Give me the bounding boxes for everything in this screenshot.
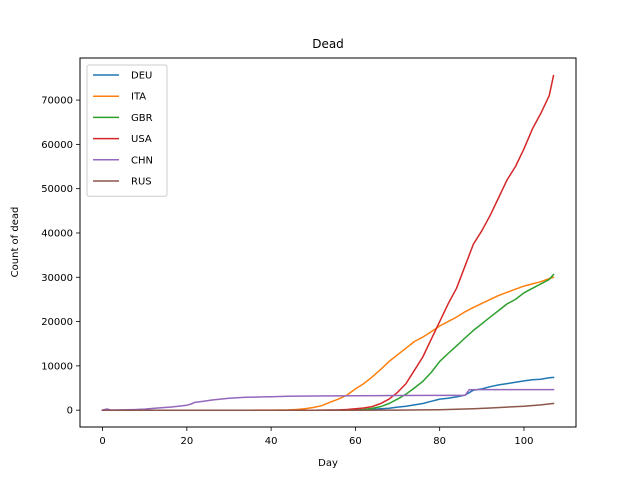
plot-frame [79,57,577,428]
y-tick-label: 20000 [41,317,73,328]
x-tick-label: 60 [349,436,362,447]
series-line-usa [101,74,555,411]
legend-box [86,64,168,197]
x-axis: 0 20 40 60 80 100 [99,427,534,447]
x-tick-label: 80 [433,436,446,447]
legend: DEU ITA GBR USA CHN RUS [86,64,168,197]
x-tick-label: 0 [99,436,105,447]
x-tick-label: 40 [265,436,278,447]
legend-label-deu: DEU [131,71,152,82]
y-tick-label: 10000 [41,361,73,372]
series-line-gbr [101,273,555,411]
y-tick-label: 30000 [41,273,73,284]
plot-series [101,74,555,412]
series-line-rus [101,402,555,411]
y-axis: 0 10000 20000 30000 40000 50000 60000 70000 [41,96,80,417]
legend-label-usa: USA [131,134,152,145]
series-line-chn [101,388,555,412]
y-tick-label: 60000 [41,140,73,151]
legend-label-ita: ITA [131,92,146,103]
y-axis-title: Count of dead [10,207,21,278]
series-line-ita [101,276,555,411]
y-tick-label: 0 [67,406,73,417]
legend-label-chn: CHN [131,155,153,166]
series-line-deu [101,376,555,411]
y-tick-label: 50000 [41,184,73,195]
x-axis-title: Day [318,458,338,469]
y-tick-label: 40000 [41,228,73,239]
legend-label-rus: RUS [131,177,152,188]
x-tick-label: 20 [180,436,193,447]
y-tick-label: 70000 [41,96,73,107]
chart-title: Dead [312,37,344,51]
legend-label-gbr: GBR [131,113,153,124]
x-tick-label: 100 [514,436,533,447]
